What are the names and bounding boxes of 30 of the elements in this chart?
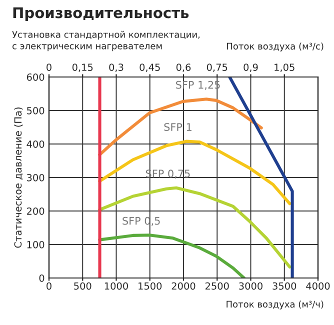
y-tick-label: 400 <box>26 140 44 148</box>
x-axis-title: Поток воздуха (м³/ч) <box>226 300 324 310</box>
x-tick-label: 2500 <box>205 282 229 290</box>
x2-axis-title: Поток воздуха (м³/с) <box>227 42 324 52</box>
y-tick-label: 200 <box>26 207 44 215</box>
x-tick-label: 2000 <box>172 282 196 290</box>
y-tick-label: 300 <box>27 174 44 182</box>
x-tick-label: 3000 <box>239 282 262 290</box>
x2-tick-label: 0,9 <box>244 64 258 72</box>
y-axis-title: Статическое давление (Па) <box>14 108 23 248</box>
y-tick-label: 100 <box>27 240 44 248</box>
y-tick-label: 600 <box>26 73 44 81</box>
x2-tick-label: 0 <box>46 64 52 71</box>
chart-title: Производительность <box>13 7 189 22</box>
series-label: SFP 1 <box>164 123 192 131</box>
x2-tick-label: 0,3 <box>109 64 124 72</box>
x-tick-label: 0 <box>46 282 52 290</box>
x2-tick-label: 0,75 <box>206 64 228 72</box>
y-tick-label: 0 <box>39 274 44 282</box>
x2-tick-label: 1,05 <box>274 64 294 72</box>
y-tick-label: 500 <box>27 106 44 114</box>
x-tick-label: 4000 <box>306 282 330 290</box>
x-tick-label: 1500 <box>138 282 162 290</box>
x2-tick-label: 0,6 <box>176 64 191 72</box>
x2-tick-label: 0,15 <box>72 64 93 72</box>
x-tick-label: 1000 <box>104 282 128 290</box>
x-tick-label: 500 <box>74 282 92 290</box>
x-tick-label: 3500 <box>272 282 296 290</box>
x2-tick-label: 0,45 <box>140 64 160 72</box>
chart-subtitle: Установка стандартной комплектации, с электрическим нагревателем <box>12 30 200 52</box>
